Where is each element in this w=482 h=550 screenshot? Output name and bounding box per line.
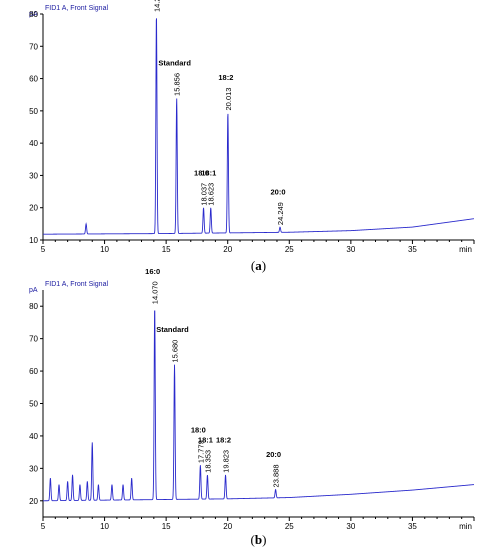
panel-caption: (b) (251, 532, 267, 547)
x-tick-label: 15 (162, 245, 171, 254)
x-tick-label: 10 (100, 245, 109, 254)
peak-rt-label: 18.623 (207, 183, 216, 206)
peak-name-label: 20:0 (271, 188, 286, 197)
peak-rt-label: 15.680 (171, 340, 180, 363)
y-tick-label: 30 (29, 171, 38, 180)
x-tick-label: 5 (41, 522, 46, 531)
y-tick-label: 30 (29, 464, 38, 473)
peak-rt-label: 23.888 (272, 464, 281, 487)
peak-name-label: 18:1 (201, 168, 216, 177)
y-tick-label: 10 (29, 236, 38, 245)
x-tick-label: 35 (408, 522, 417, 531)
peak-rt-label: 14.070 (151, 281, 160, 304)
x-tick-label: 30 (346, 245, 355, 254)
x-tick-label: 20 (223, 522, 232, 531)
y-tick-label: 80 (29, 302, 38, 311)
peak-name-label: 18:2 (216, 435, 231, 444)
y-tick-label: 80 (29, 10, 38, 19)
peak-rt-label: 15.856 (173, 73, 182, 96)
peak-rt-label: 18.037 (200, 183, 209, 206)
y-axis-label: pA (29, 287, 38, 294)
peak-name-label: 18:2 (218, 73, 233, 82)
peak-rt-label: 24.249 (276, 202, 285, 225)
y-axis-label: pA (29, 11, 38, 18)
y-tick-label: 50 (29, 400, 38, 409)
peak-name-label: 16:0 (145, 267, 160, 276)
peak-name-label: 18:0 (194, 168, 209, 177)
peak-name-label: Standard (158, 59, 191, 68)
x-axis-label: min (459, 522, 472, 531)
y-tick-label: 40 (29, 139, 38, 148)
x-tick-label: 10 (100, 522, 109, 531)
y-tick-label: 60 (29, 367, 38, 376)
peak-name-label: 18:0 (191, 426, 206, 435)
y-tick-label: 40 (29, 432, 38, 441)
peak-name-label: Standard (156, 325, 189, 334)
signal-trace (43, 18, 475, 235)
x-tick-label: 20 (223, 245, 232, 254)
x-tick-label: 30 (346, 522, 355, 531)
x-tick-label: 25 (285, 245, 294, 254)
peak-name-label: 18:1 (198, 435, 213, 444)
chromatogram-panel-b: FID1 A, Front Signal pA 20 30 40 50 60 70 80 5 10 1… (29, 267, 475, 547)
x-tick-label: 35 (408, 245, 417, 254)
signal-trace (42, 310, 475, 502)
signal-title: FID1 A, Front Signal (45, 281, 108, 288)
peak-rt-label: 20.013 (224, 88, 233, 111)
peak-rt-label: 18.353 (203, 450, 212, 473)
x-axis-label: min (459, 245, 472, 254)
y-tick-label: 20 (29, 497, 38, 506)
peak-name-label: 20:0 (266, 450, 281, 459)
x-tick-label: 25 (285, 522, 294, 531)
signal-title: FID1 A, Front Signal (45, 5, 108, 12)
peak-rt-label: 14.211 (152, 0, 161, 12)
peak-rt-label: 17.779 (196, 440, 205, 463)
panel-caption: (a) (251, 258, 266, 273)
y-tick-label: 70 (29, 42, 38, 51)
y-tick-label: 70 (29, 335, 38, 344)
y-tick-label: 50 (29, 107, 38, 116)
x-tick-label: 15 (162, 522, 171, 531)
x-tick-label: 5 (41, 245, 46, 254)
peak-rt-label: 19.823 (222, 450, 231, 473)
y-tick-label: 60 (29, 75, 38, 84)
y-tick-label: 20 (29, 204, 38, 213)
